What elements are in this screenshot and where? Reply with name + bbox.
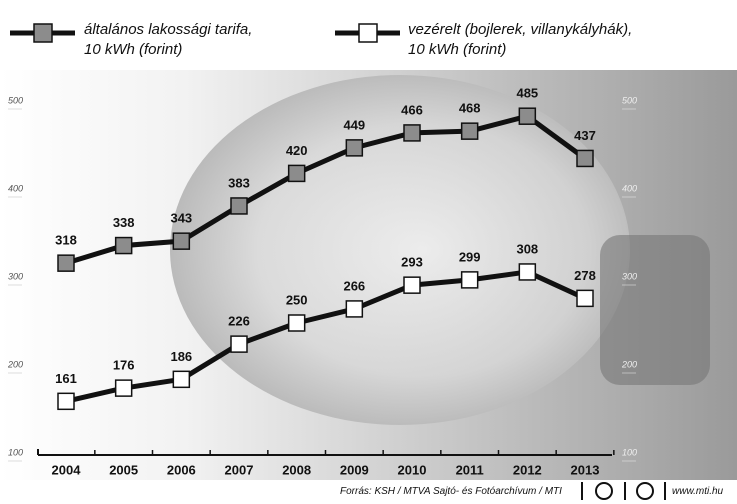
point-marker — [114, 236, 133, 255]
data-label: 318 — [55, 233, 77, 248]
point-marker — [287, 164, 306, 183]
data-label: 266 — [343, 278, 365, 293]
x-tick-label: 2009 — [340, 462, 369, 477]
point-marker — [403, 124, 421, 142]
legend-label: általános lakossági tarifa, 10 kWh (fori… — [84, 21, 253, 58]
point-marker — [345, 139, 364, 157]
data-label: 299 — [459, 249, 481, 264]
legend-marker — [358, 23, 378, 43]
y2-tick-label: 200 — [621, 359, 637, 369]
point-marker — [576, 289, 594, 308]
y2-tick-label: 400 — [622, 183, 637, 193]
y-tick-label: 100 — [8, 447, 23, 457]
series-line — [65, 269, 587, 404]
point-marker — [518, 107, 537, 125]
x-tick-label: 2004 — [52, 462, 82, 477]
x-tick-label: 2010 — [398, 462, 427, 477]
y-tick-label: 200 — [7, 359, 23, 369]
series-line — [65, 113, 587, 266]
point-marker — [172, 370, 191, 389]
point-marker — [230, 335, 248, 353]
y2-tick-label: 500 — [622, 95, 637, 105]
point-marker — [576, 149, 594, 168]
data-label: 161 — [55, 371, 77, 386]
point-marker — [345, 300, 364, 318]
data-label: 226 — [228, 314, 250, 329]
x-tick-label: 2008 — [282, 462, 311, 477]
data-label: 176 — [113, 358, 135, 373]
legend-marker — [33, 23, 53, 43]
point-marker — [172, 232, 191, 250]
data-label: 383 — [228, 175, 250, 190]
x-tick-label: 2006 — [167, 462, 196, 477]
bulb-image — [170, 75, 630, 425]
point-marker — [460, 271, 479, 289]
y2-tick-label: 100 — [622, 447, 637, 457]
website: www.mti.hu — [672, 486, 724, 497]
data-label: 485 — [516, 86, 538, 101]
x-tick-label: 2012 — [513, 462, 542, 477]
point-marker — [518, 263, 537, 281]
source: Forrás: KSH / MTVA Sajtó- és Fotóarchívu… — [340, 486, 562, 497]
point-marker — [460, 122, 479, 140]
legend-label: vezérelt (bojlerek, villanykályhák), 10 … — [408, 21, 633, 58]
data-label: 278 — [574, 268, 596, 283]
data-label: 338 — [113, 215, 135, 230]
y-tick-label: 300 — [8, 271, 23, 281]
y-tick-label: 500 — [8, 95, 23, 105]
data-label: 449 — [343, 117, 365, 132]
data-label: 343 — [170, 211, 192, 226]
data-label: 437 — [574, 128, 596, 143]
x-tick-label: 2011 — [456, 462, 484, 477]
point-marker — [230, 197, 248, 215]
data-label: 250 — [286, 292, 308, 307]
point-marker — [57, 254, 75, 272]
y-tick-label: 400 — [8, 183, 23, 193]
point-marker — [114, 379, 133, 397]
data-label: 308 — [516, 241, 538, 256]
data-label: 186 — [170, 349, 192, 364]
bulb-base — [600, 235, 710, 385]
x-tick-label: 2013 — [571, 462, 600, 477]
data-label: 293 — [401, 255, 423, 270]
x-tick-label: 2005 — [109, 462, 138, 477]
x-tick-label: 2007 — [225, 462, 254, 477]
point-marker — [57, 392, 75, 411]
y2-tick-label: 300 — [622, 271, 637, 281]
point-marker — [287, 314, 306, 332]
point-marker — [403, 276, 421, 294]
data-label: 466 — [401, 102, 423, 117]
data-label: 468 — [459, 101, 481, 116]
data-label: 420 — [286, 143, 308, 158]
